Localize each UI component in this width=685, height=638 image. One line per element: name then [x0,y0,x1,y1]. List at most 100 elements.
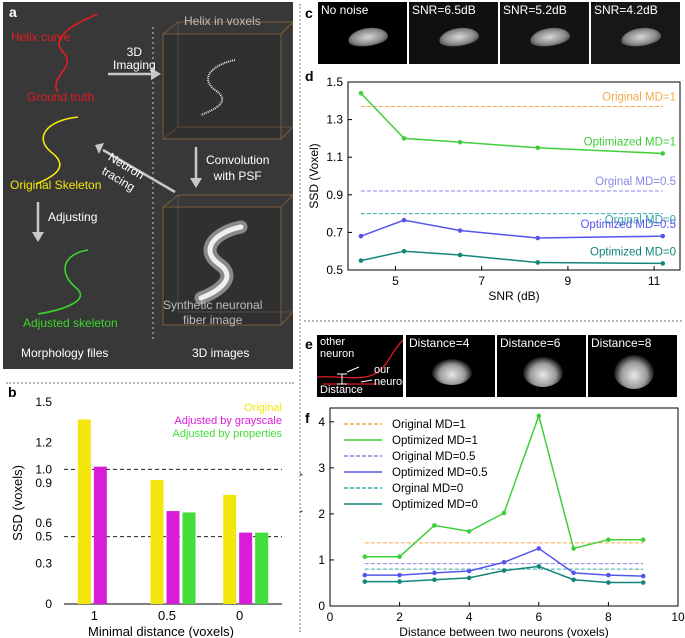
distance-thumb: Distance=8 [588,335,677,397]
panel-label-a: a [9,4,17,20]
distance-thumb-label: Distance=8 [591,336,652,350]
x-axis-label: SNR (dB) [488,289,539,303]
data-point [606,572,611,578]
data-point [397,554,402,560]
panel-label-b: b [8,384,17,400]
voxel-cube-top [161,21,295,140]
data-point [432,523,437,528]
adjusting-label: Adjusting [48,210,98,224]
adjusted-skeleton-green [37,249,89,315]
y-tick-label: 4 [318,415,325,429]
data-point [358,90,364,96]
distance-schematic: other neuron our neuron Distance [317,335,403,397]
helix-in-voxels-label: Helix in voxels [184,14,261,28]
snr-thumb-label: SNR=4.2dB [594,3,658,17]
data-point [536,546,542,551]
x-tick-label: 8 [605,610,612,624]
series-label: Orginal MD=0 [605,215,676,227]
data-point [640,573,646,579]
x-tick-label: 0 [327,610,334,624]
bar [239,532,253,604]
legend-entry: Original MD=1 [392,419,466,431]
y-tick-label: 0.9 [326,188,343,202]
x-tick-label: 11 [648,274,661,288]
distance-thumb-blob [523,357,563,387]
y-tick-label: 0 [318,599,325,613]
ground-truth-label: Ground truth [27,90,95,104]
y-tick-label: 0 [45,597,52,611]
data-point [466,575,472,581]
y-tick-label: 0.9 [35,476,52,490]
divider-d-e [304,320,682,322]
data-point [397,579,402,584]
x-tick-label: 9 [565,274,572,288]
data-point [466,529,472,534]
data-point [501,568,507,573]
y-tick-label: 0.3 [35,557,52,571]
y-tick-label: 3 [318,461,325,475]
data-point [660,233,666,239]
data-point [362,554,368,560]
data-point [571,546,576,551]
distance-label: Distance [320,384,363,396]
y-tick-label: 0.5 [35,530,52,544]
distance-thumb-label: Distance=6 [500,336,561,350]
y-tick-label: 1.0 [35,462,52,476]
bar [77,419,91,604]
x-axis-label: Minimal distance (voxels) [88,624,234,638]
helix-voxel-curve [200,59,236,116]
snr-thumb-label: SNR=5.2dB [503,3,567,17]
data-point [571,570,576,576]
data-point [536,564,542,569]
series-label: Optimized MD=0 [590,246,676,258]
snr-thumb: No noise [318,2,407,64]
legend-entry: Orginal MD=0 [392,483,463,495]
y-tick-label: 0.7 [326,225,343,239]
snr-thumb: SNR=6.5dB [409,2,498,64]
panel-label-e: e [305,336,313,352]
y-tick-label: 0.5 [326,263,343,277]
morphology-files-label: Morphology files [21,346,109,360]
legend-entry: Adjusted by properties [173,428,283,440]
snr-thumb-label: No noise [321,3,369,17]
data-point [501,510,507,516]
x-tick-label: 0.5 [158,608,176,623]
data-point [571,577,576,583]
distance-thumb-label: Distance=4 [409,336,470,350]
data-point [362,572,368,578]
y-tick-label: 2 [318,507,325,521]
imaging-label: 3D Imaging [113,45,156,72]
series-label: Orginal MD=0.5 [595,176,676,188]
snr-thumb-blob [346,25,390,49]
original-skeleton-label: Original Skeleton [10,178,102,192]
data-point [401,217,407,223]
bar [166,511,180,604]
helix-curve-red [55,13,99,93]
helix-curve-label: Helix curve [11,30,71,44]
data-point [401,248,407,254]
plot-frame [347,81,681,271]
data-point [457,252,463,258]
divider-a-b [6,382,294,384]
y-tick-label: 1.3 [326,113,343,127]
legend-entry: Adjusted by grayscale [174,415,282,427]
x-tick-label: 10 [671,610,685,624]
panel-a-schematic: a Helix curve Ground truth 3D Imaging He… [3,2,295,369]
y-tick-label: 0.6 [35,516,52,530]
series-label: Optimized MD=0.5 [580,219,676,231]
data-point [606,537,611,542]
y-axis-label: SSD (Voxel) [307,143,321,208]
data-point [362,579,368,584]
data-point [401,136,407,141]
panel-label-d: d [305,68,314,84]
data-point [660,151,666,156]
y-axis-label: SSD (voxels) [10,465,25,541]
data-point [358,258,364,263]
panel-label-c: c [305,5,313,21]
images-3d-label: 3D images [192,346,250,360]
snr-thumb-blob [528,25,572,49]
data-point [535,260,541,265]
y-tick-label: 1.5 [35,395,52,409]
snr-thumb: SNR=5.2dB [500,2,589,64]
